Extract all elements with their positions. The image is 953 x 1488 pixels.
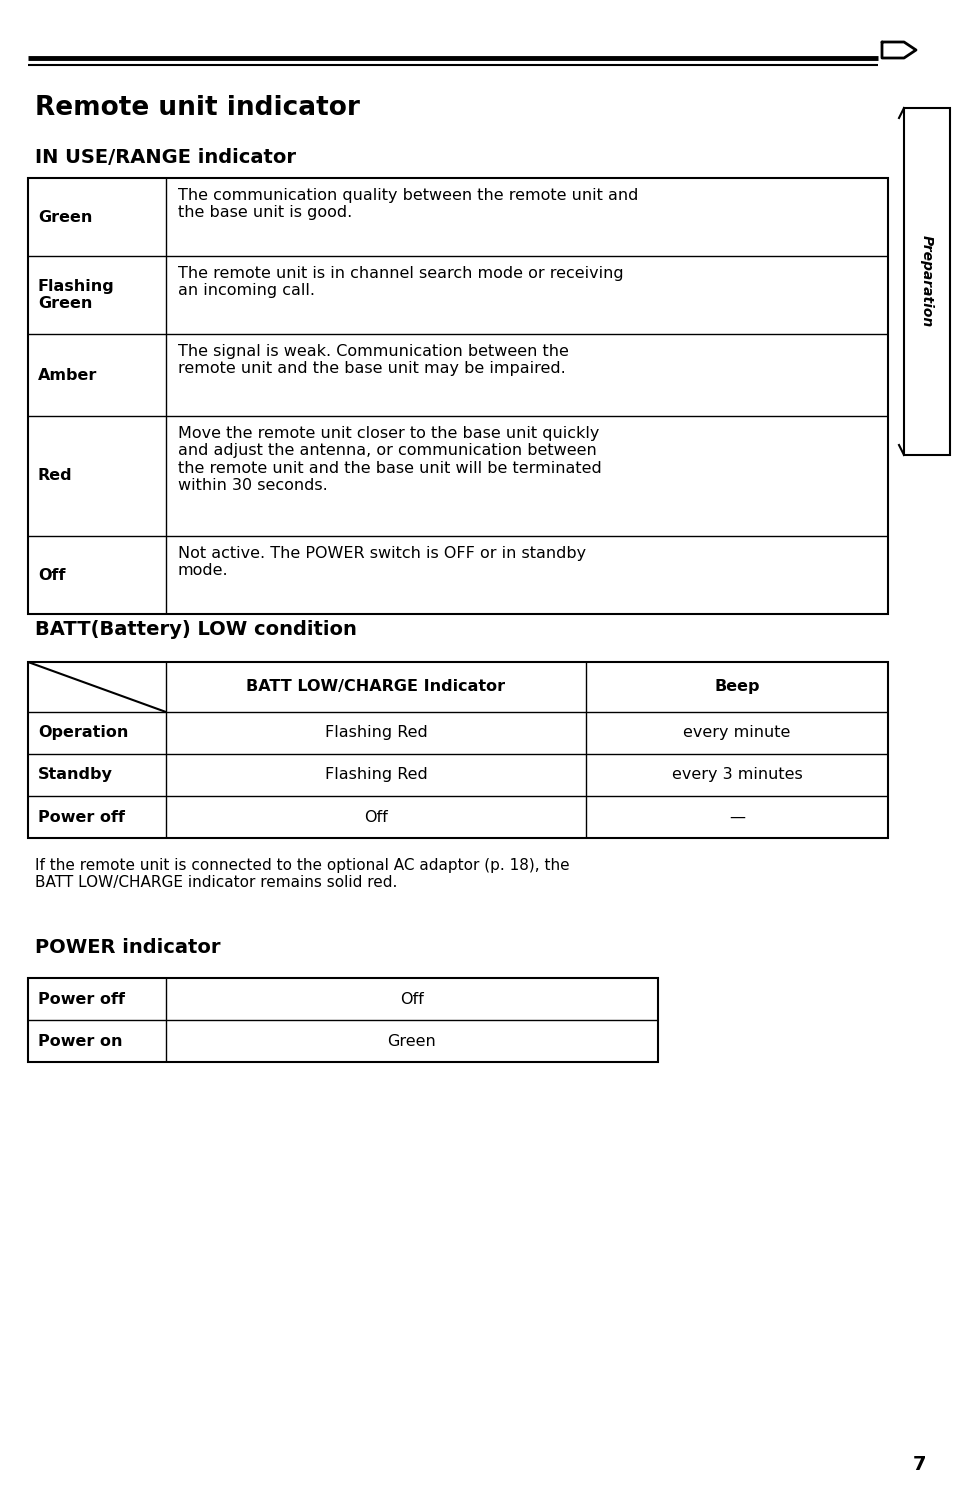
Text: Flashing
Green: Flashing Green (38, 278, 114, 311)
Text: The communication quality between the remote unit and
the base unit is good.: The communication quality between the re… (178, 187, 638, 220)
Text: Red: Red (38, 469, 72, 484)
Text: POWER indicator: POWER indicator (35, 937, 220, 957)
Text: Power off: Power off (38, 991, 125, 1006)
Text: Move the remote unit closer to the base unit quickly
and adjust the antenna, or : Move the remote unit closer to the base … (178, 426, 601, 493)
Text: Flashing Red: Flashing Red (324, 726, 427, 741)
Text: IN USE/RANGE indicator: IN USE/RANGE indicator (35, 147, 295, 167)
Text: Preparation: Preparation (919, 235, 933, 327)
Text: Green: Green (387, 1034, 436, 1049)
Text: BATT LOW/CHARGE Indicator: BATT LOW/CHARGE Indicator (246, 680, 505, 695)
Text: Off: Off (38, 567, 66, 582)
Text: Power off: Power off (38, 809, 125, 824)
Text: Operation: Operation (38, 726, 129, 741)
Text: every 3 minutes: every 3 minutes (671, 768, 801, 783)
Text: Off: Off (364, 809, 388, 824)
Bar (28, 179, 887, 615)
Text: Remote unit indicator: Remote unit indicator (35, 95, 359, 121)
Text: Beep: Beep (714, 680, 759, 695)
Text: Green: Green (38, 210, 92, 225)
Text: Off: Off (399, 991, 423, 1006)
Text: —: — (728, 809, 744, 824)
Bar (28, 978, 658, 1062)
Text: Standby: Standby (38, 768, 112, 783)
Text: 7: 7 (912, 1455, 925, 1475)
Bar (903, 109, 949, 455)
Bar (28, 662, 887, 838)
Text: Power on: Power on (38, 1034, 122, 1049)
Text: The signal is weak. Communication between the
remote unit and the base unit may : The signal is weak. Communication betwee… (178, 344, 568, 376)
Text: The remote unit is in channel search mode or receiving
an incoming call.: The remote unit is in channel search mod… (178, 266, 623, 299)
Text: Not active. The POWER switch is OFF or in standby
mode.: Not active. The POWER switch is OFF or i… (178, 546, 585, 579)
Text: BATT(Battery) LOW condition: BATT(Battery) LOW condition (35, 620, 356, 638)
Text: Amber: Amber (38, 368, 97, 382)
Text: If the remote unit is connected to the optional AC adaptor (p. 18), the
BATT LOW: If the remote unit is connected to the o… (35, 859, 569, 890)
Text: Flashing Red: Flashing Red (324, 768, 427, 783)
Text: every minute: every minute (682, 726, 790, 741)
